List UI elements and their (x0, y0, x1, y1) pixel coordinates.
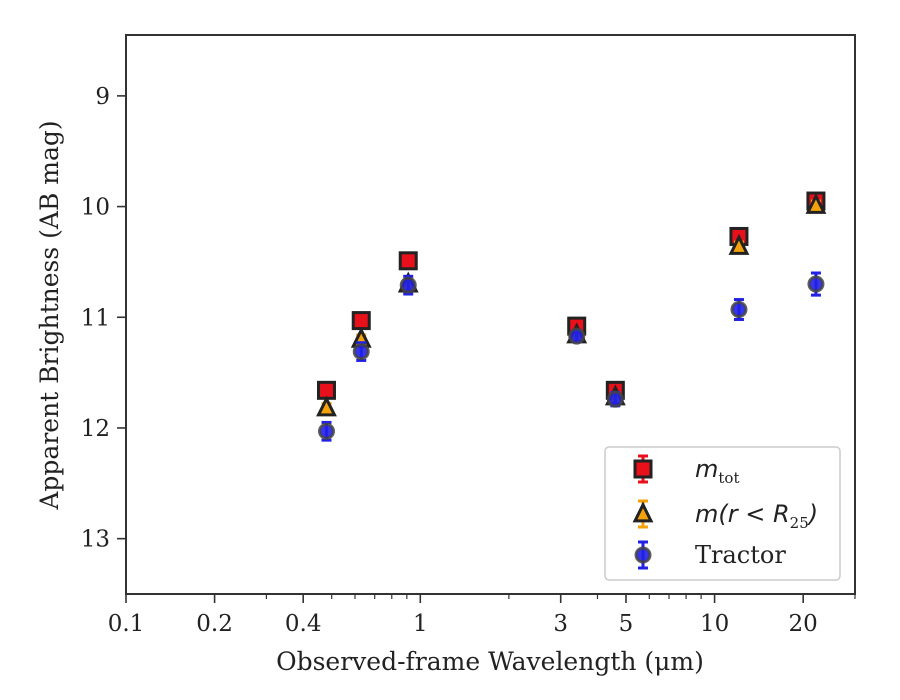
data-point (316, 395, 337, 417)
x-tick-label: 20 (789, 611, 818, 637)
legend-box (604, 446, 841, 581)
data-point (351, 311, 371, 331)
y-tick-label: 13 (81, 527, 110, 553)
x-tick-label: 0.2 (196, 611, 233, 637)
data-point (398, 251, 418, 271)
series-tractor (317, 271, 825, 442)
x-axis-title: Observed-frame Wavelength (μm) (276, 647, 704, 676)
data-point (317, 422, 335, 440)
legend-label: Tractor (695, 541, 786, 569)
legend-marker (633, 459, 653, 479)
legend-label: mtot (695, 455, 739, 487)
data-point (807, 275, 825, 293)
x-tick-label: 5 (619, 611, 634, 637)
data-point (730, 301, 748, 319)
data-point (399, 276, 417, 294)
y-tick-label: 12 (81, 416, 110, 442)
y-tick-label: 10 (81, 195, 110, 221)
plot-area (125, 34, 856, 595)
legend-label: m(r < R25) (695, 500, 818, 532)
data-point (606, 390, 624, 408)
data-point (728, 233, 750, 255)
x-tick-label: 10 (700, 611, 729, 637)
data-point (568, 327, 586, 345)
y-tick-label: 9 (95, 84, 110, 110)
legend-marker (634, 546, 652, 564)
y-axis-title: Apparent Brightness (AB mag) (35, 120, 64, 510)
x-tick-label: 0.1 (108, 611, 145, 637)
y-tick-label: 11 (81, 305, 110, 331)
legend: mtot m(r < R25) Tractor (604, 446, 841, 581)
plot-frame (125, 34, 856, 595)
x-tick-label: 3 (553, 611, 568, 637)
data-point (352, 343, 370, 361)
legend-marker (632, 501, 654, 523)
axis-ticks (117, 95, 856, 603)
x-tick-label: 0.4 (285, 611, 322, 637)
data-markers (316, 191, 827, 442)
x-tick-label: 1 (413, 611, 428, 637)
data-point (805, 192, 827, 214)
